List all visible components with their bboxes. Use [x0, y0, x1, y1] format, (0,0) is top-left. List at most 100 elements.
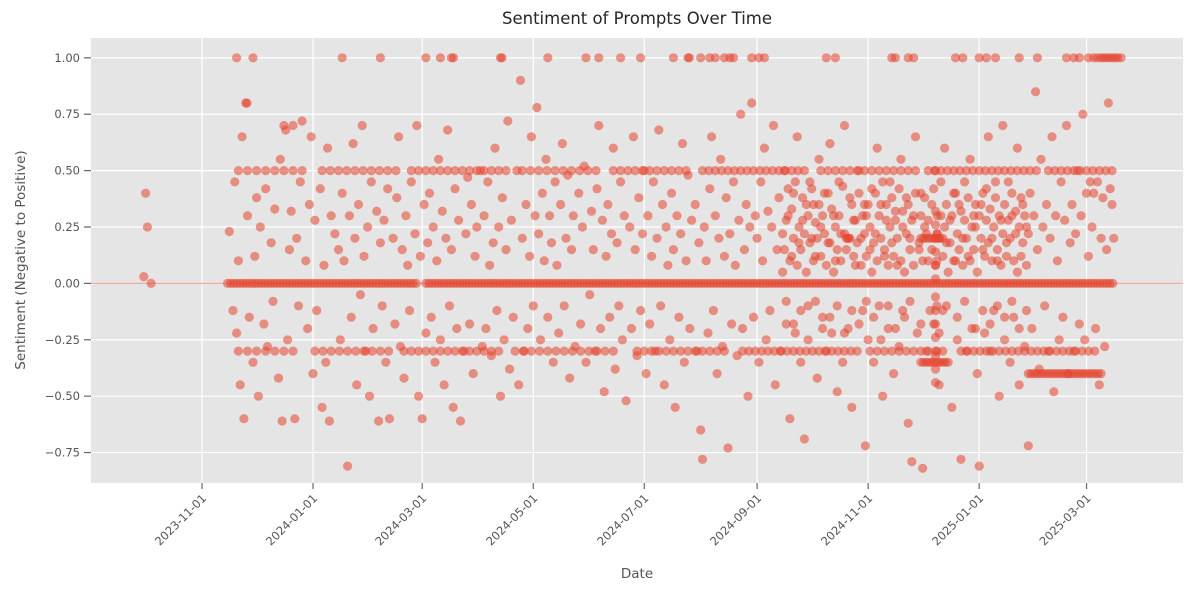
scatter-point [829, 267, 839, 277]
scatter-point [878, 177, 888, 187]
scatter-point [525, 166, 536, 176]
scatter-point [391, 166, 401, 176]
scatter-point [839, 346, 850, 356]
scatter-point [849, 251, 859, 261]
scatter-point [687, 215, 697, 225]
scatter-point [881, 166, 891, 176]
scatter-point [612, 238, 622, 248]
scatter-point [945, 238, 955, 248]
scatter-point [261, 184, 271, 194]
scatter-point [279, 166, 289, 176]
scatter-point [1014, 323, 1024, 334]
scatter-point [794, 222, 804, 232]
scatter-point [483, 177, 493, 187]
scatter-point [625, 222, 635, 232]
scatter-point [1071, 229, 1081, 239]
scatter-point [949, 256, 959, 266]
scatter-point [790, 177, 800, 187]
scatter-point [703, 328, 713, 338]
scatter-point [421, 53, 431, 63]
scatter-point [990, 53, 1001, 63]
scatter-point [692, 346, 702, 356]
scatter-point [910, 166, 921, 176]
scatter-point [869, 238, 879, 248]
scatter-point [270, 204, 280, 214]
scatter-point [597, 215, 608, 225]
scatter-point [683, 346, 693, 356]
scatter-point [621, 396, 631, 406]
scatter-point [252, 166, 262, 176]
scatter-point [896, 154, 906, 164]
scatter-point [452, 323, 462, 334]
scatter-point [949, 166, 959, 176]
scatter-point [1043, 346, 1053, 356]
scatter-point [594, 120, 604, 131]
scatter-point [983, 238, 993, 248]
scatter-point [965, 154, 975, 164]
x-tick-label: 2023-11-01 [152, 491, 209, 548]
scatter-point [987, 256, 997, 266]
scatter-point [679, 357, 689, 367]
scatter-point [412, 120, 422, 131]
scatter-point [1025, 166, 1035, 176]
scatter-point [616, 53, 626, 63]
scatter-point [543, 346, 553, 356]
scatter-point [854, 166, 864, 176]
scatter-point [696, 425, 706, 435]
scatter-point [1027, 323, 1037, 334]
scatter-point [796, 357, 806, 367]
scatter-point [894, 184, 904, 194]
scatter-point [411, 278, 421, 288]
x-tick-label: 2024-09-01 [707, 491, 764, 548]
y-tick-label: 0.25 [54, 220, 80, 234]
scatter-point [978, 188, 988, 198]
scatter-point [543, 312, 553, 322]
scatter-point [255, 222, 265, 232]
scatter-point [929, 184, 939, 194]
scatter-point [865, 346, 875, 356]
scatter-point [985, 346, 995, 356]
scatter-point [626, 323, 637, 334]
scatter-point [428, 346, 438, 356]
scatter-point [543, 53, 553, 63]
scatter-point [1102, 245, 1112, 255]
scatter-point [645, 319, 655, 329]
scatter-point [856, 260, 866, 270]
scatter-point [923, 215, 933, 225]
scatter-point [608, 346, 618, 356]
scatter-point [674, 166, 684, 176]
scatter-point [383, 184, 393, 194]
scatter-point [947, 402, 957, 412]
scatter-point [1103, 98, 1113, 108]
scatter-point [600, 346, 610, 356]
scatter-point [827, 328, 837, 338]
scatter-point [1051, 211, 1061, 221]
scatter-point [936, 177, 946, 187]
scatter-point [443, 125, 453, 135]
scatter-point [1058, 312, 1068, 322]
scatter-point [248, 53, 258, 63]
scatter-point [763, 206, 773, 216]
scatter-point [228, 305, 238, 316]
scatter-point [374, 416, 384, 426]
scatter-point [605, 312, 615, 322]
scatter-point [481, 323, 491, 334]
scatter-point [830, 166, 841, 176]
scatter-point [759, 143, 770, 153]
scatter-point [288, 346, 298, 356]
scatter-point [1078, 109, 1088, 119]
scatter-point [619, 211, 629, 221]
scatter-point [985, 319, 995, 329]
scatter-point [814, 154, 824, 164]
scatter-point [608, 166, 618, 176]
scatter-point [930, 166, 941, 176]
scatter-point [392, 193, 402, 203]
scatter-point [684, 53, 695, 63]
scatter-point [729, 166, 740, 176]
scatter-point [785, 414, 795, 424]
scatter-point [262, 341, 273, 352]
scatter-point [510, 346, 520, 356]
scatter-point [1025, 188, 1035, 198]
scatter-point [475, 166, 486, 176]
scatter-point [839, 120, 850, 131]
